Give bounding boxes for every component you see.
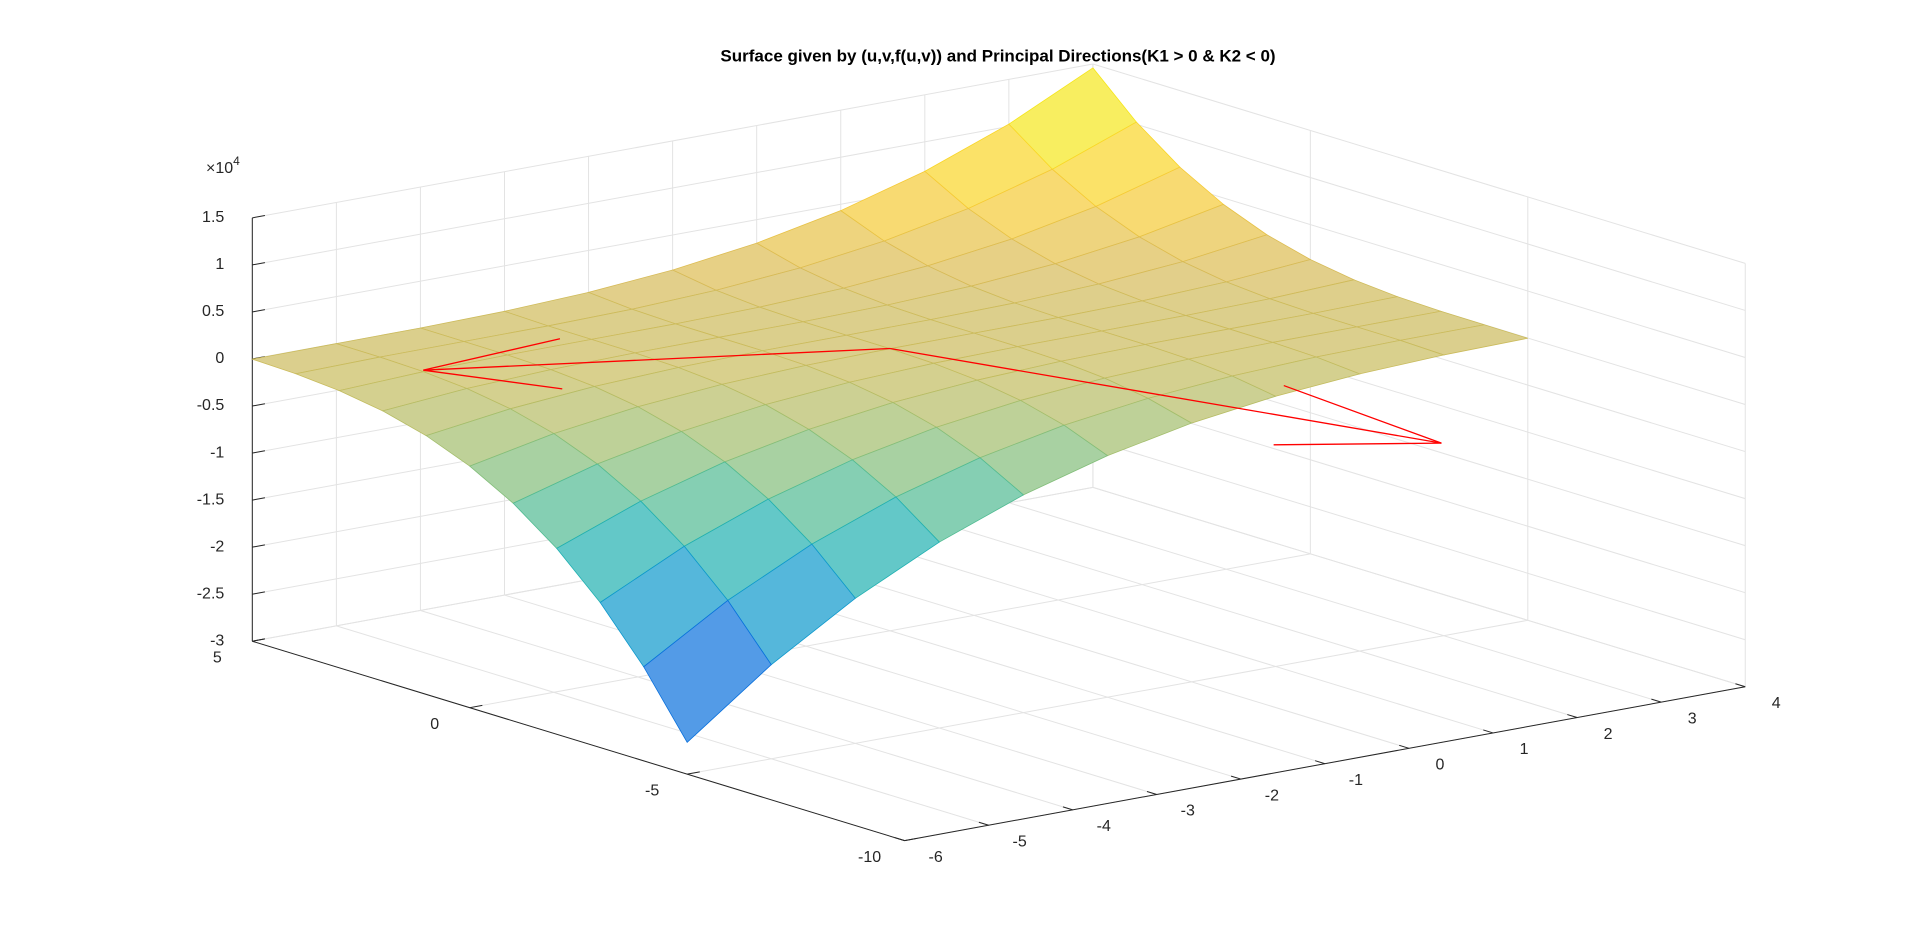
x-tick-label: 2	[1604, 726, 1613, 743]
y-tick	[687, 771, 700, 775]
x-tick-label: -6	[928, 849, 942, 866]
z-tick	[252, 544, 266, 548]
z-multiplier-exponent: 4	[233, 154, 240, 168]
z-multiplier-base: ×10	[206, 160, 233, 177]
z-tick-label: -1.5	[197, 491, 225, 508]
arrow	[889, 347, 1442, 444]
x-tick	[894, 837, 905, 842]
y-tick-label: -5	[645, 782, 659, 799]
grid-line	[252, 110, 1094, 266]
x-tick-label: -3	[1181, 803, 1195, 820]
z-tick-label: 0	[215, 350, 224, 367]
arrow-head	[423, 369, 563, 390]
x-tick	[1567, 714, 1578, 719]
grid-line	[469, 553, 1311, 709]
z-tick	[252, 591, 266, 595]
grid-line	[1092, 110, 1746, 311]
grid-line	[687, 619, 1528, 775]
x-tick-label: 4	[1772, 695, 1781, 712]
x-tick-label: -2	[1265, 787, 1279, 804]
grid-line	[420, 609, 1073, 811]
x-tick	[1735, 683, 1746, 688]
z-multiplier: ×104	[206, 154, 240, 177]
y-tick	[904, 837, 918, 842]
x-tick-label: -5	[1013, 833, 1027, 850]
z-tick	[252, 638, 266, 642]
z-tick	[252, 403, 266, 407]
x-tick	[1314, 760, 1326, 765]
y-tick-label: -10	[858, 849, 881, 866]
y-tick-label: 0	[430, 716, 439, 733]
grid-line	[1092, 439, 1746, 641]
x-tick-label: -4	[1097, 818, 1111, 835]
x-tick-label: 0	[1436, 757, 1445, 774]
grid-line	[1092, 392, 1746, 594]
x-tick	[1062, 806, 1073, 811]
x-tick	[1483, 729, 1494, 734]
z-tick-label: 0.5	[202, 303, 224, 320]
grid-line	[1092, 63, 1746, 264]
grid-line	[336, 625, 989, 826]
y-tick-label: 5	[213, 649, 222, 666]
surface-patch	[643, 599, 772, 743]
chart-title: Surface given by (u,v,f(u,v)) and Princi…	[720, 46, 1275, 65]
x-tick	[1230, 775, 1242, 780]
grid-line	[1092, 486, 1746, 688]
z-tick	[252, 262, 266, 266]
z-tick-label: -3	[210, 632, 224, 649]
grid-line	[252, 63, 1094, 219]
x-tick	[978, 821, 989, 826]
arrow-head	[1273, 442, 1442, 446]
z-tick	[252, 450, 266, 454]
x-tick	[1399, 744, 1410, 749]
x-tick-label: -1	[1349, 772, 1363, 789]
z-tick-label: -2.5	[197, 585, 225, 602]
grid-line	[504, 594, 1157, 795]
grid-line	[924, 517, 1578, 719]
x-tick-label: 1	[1520, 741, 1529, 758]
z-tick	[252, 215, 266, 219]
grid-line	[840, 533, 1494, 734]
z-tick	[252, 497, 266, 501]
arrow	[423, 347, 891, 371]
x-tick-label: 3	[1688, 710, 1697, 727]
z-tick-label: 1.5	[202, 209, 224, 226]
axis-line	[252, 640, 905, 842]
x-tick	[1651, 698, 1662, 703]
z-tick-label: 1	[215, 256, 224, 273]
x-tick	[1146, 790, 1157, 795]
arrow-head	[1283, 384, 1442, 444]
arrow-head	[423, 338, 561, 371]
z-tick	[252, 309, 266, 313]
grid-line	[1008, 502, 1662, 703]
z-tick-label: -1	[210, 444, 224, 461]
y-tick	[469, 704, 483, 709]
z-tick-label: -2	[210, 538, 224, 555]
z-tick-label: -0.5	[197, 397, 225, 414]
